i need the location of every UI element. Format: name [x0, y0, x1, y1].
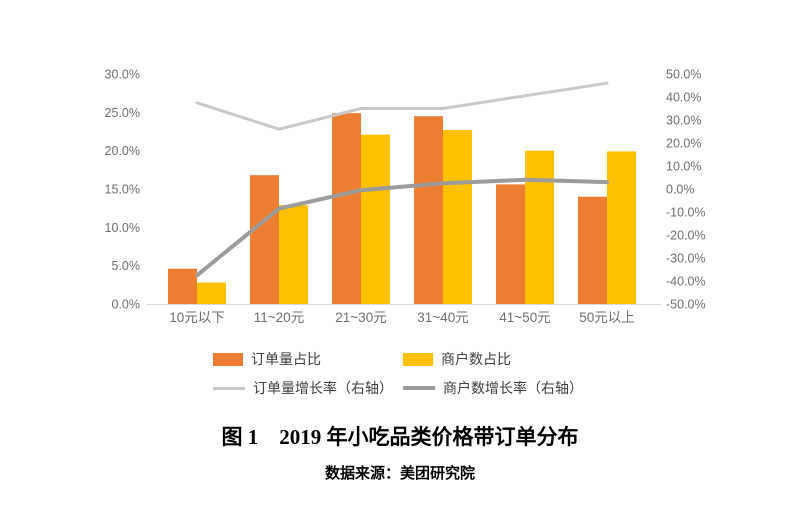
x-axis-label: 10元以下: [169, 310, 225, 325]
combo-chart: 30.0% 25.0% 20.0% 15.0% 10.0% 5.0% 0.0% 50.0% 40…: [105, 68, 706, 326]
legend-swatch-merchant-share: [403, 352, 433, 366]
legend-label-merchant-growth: 商户数增长率（右轴）: [443, 380, 583, 396]
bar-order-share-4: [496, 184, 525, 304]
x-axis-label: 50元以上: [579, 310, 635, 325]
figure-source: 数据来源：美团研究院: [324, 466, 475, 482]
x-axis-label: 11~20元: [254, 310, 304, 325]
figure-title: 图 1 2019 年小吃品类价格带订单分布: [221, 425, 579, 449]
bar-merchant-share-2: [361, 134, 390, 304]
left-axis-tick: 0.0%: [112, 298, 141, 312]
line-order-growth: [195, 81, 609, 131]
bar-order-share-1: [250, 175, 279, 304]
legend-label-merchant-share: 商户数占比: [441, 351, 511, 367]
left-axis-tick: 25.0%: [105, 106, 140, 120]
bar-order-share-0: [168, 268, 197, 304]
left-axis-tick: 10.0%: [105, 221, 140, 235]
right-axis-tick: -10.0%: [666, 206, 706, 220]
legend-swatch-merchant-growth: [403, 386, 435, 390]
left-axis-tick: 30.0%: [105, 68, 140, 82]
right-axis-tick: 20.0%: [666, 137, 701, 151]
bar-merchant-share-3: [443, 130, 472, 304]
bar-order-share-5: [578, 196, 607, 304]
right-axis-tick: -20.0%: [666, 229, 706, 243]
legend-swatch-order-share: [213, 352, 243, 366]
right-axis-tick: -50.0%: [666, 298, 706, 312]
x-axis-label: 41~50元: [499, 310, 550, 325]
left-axis-tick: 15.0%: [105, 183, 140, 197]
right-axis-tick: 50.0%: [666, 68, 701, 82]
right-axis-tick: -30.0%: [666, 252, 706, 266]
right-axis-tick: 0.0%: [666, 183, 695, 197]
bar-order-share-3: [414, 116, 443, 304]
right-axis-tick: -40.0%: [666, 275, 706, 289]
bar-order-share-2: [332, 113, 361, 304]
left-axis-tick: 5.0%: [112, 259, 141, 273]
legend-item-merchant-growth: 商户数增长率（右轴）: [403, 378, 583, 398]
right-axis-tick: 10.0%: [666, 160, 701, 174]
legend-item-order-share: 订单量占比: [213, 349, 403, 369]
x-axis-label: 31~40元: [417, 310, 468, 325]
right-axis-tick: 40.0%: [666, 91, 701, 105]
legend-swatch-order-growth: [213, 386, 245, 390]
legend-item-order-growth: 订单量增长率（右轴）: [213, 378, 403, 398]
bar-merchant-share-4: [525, 150, 554, 304]
x-axis-label: 21~30元: [335, 310, 386, 325]
legend-item-merchant-share: 商户数占比: [403, 349, 583, 369]
bar-merchant-share-1: [279, 205, 308, 304]
bar-merchant-share-0: [197, 282, 226, 304]
right-axis-tick: 30.0%: [666, 114, 701, 128]
legend-label-order-growth: 订单量增长率（右轴）: [253, 380, 393, 396]
legend-label-order-share: 订单量占比: [251, 351, 321, 367]
left-axis-tick: 20.0%: [105, 144, 140, 158]
line-merchant-growth: [195, 177, 609, 278]
chart-legend: 订单量占比 商户数占比 订单量增长率（右轴） 商户数增长率（右轴）: [213, 349, 583, 398]
bar-merchant-share-5: [607, 151, 636, 304]
